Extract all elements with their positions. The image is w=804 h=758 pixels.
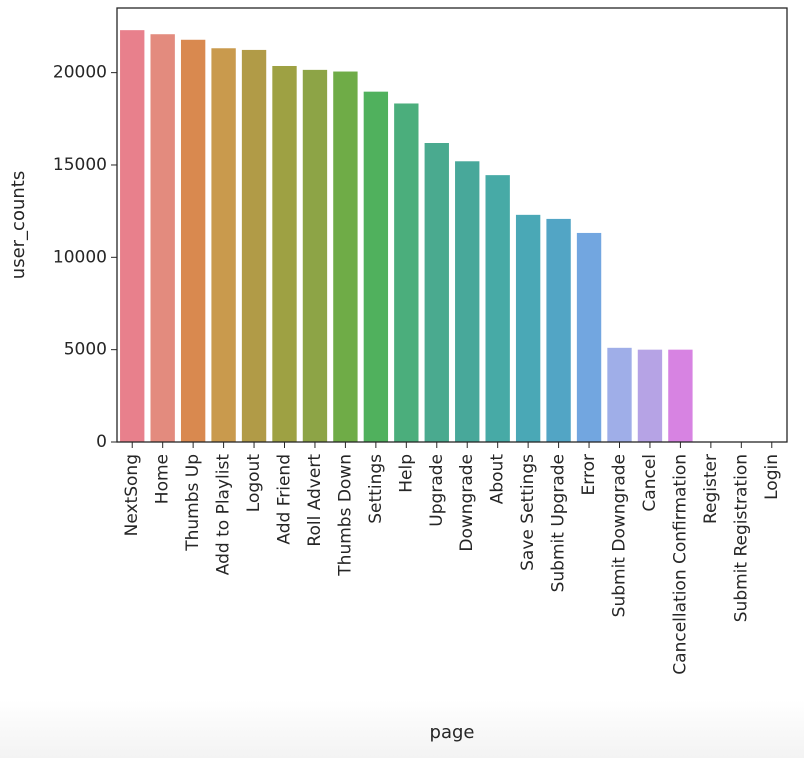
x-tick-label: Thumbs Down (335, 454, 355, 577)
x-tick-label: Submit Downgrade (610, 454, 630, 617)
bar-nextsong (120, 30, 145, 442)
y-tick-label: 15000 (53, 155, 107, 175)
bar-submit-downgrade (607, 347, 632, 442)
x-tick-label: Cancel (640, 454, 660, 512)
x-tick-label: Add Friend (275, 454, 295, 545)
bars-group (120, 30, 693, 443)
y-tick-label: 20000 (53, 63, 107, 83)
bar-settings (363, 91, 389, 442)
x-tick-label: NextSong (122, 454, 142, 536)
x-tick-label: Settings (366, 454, 386, 524)
x-tick-label: Help (396, 454, 416, 493)
y-axis-label: user_counts (8, 171, 29, 279)
x-tick-label: About (488, 454, 508, 505)
bar-cancel (637, 349, 663, 442)
y-tick-label: 10000 (53, 247, 107, 267)
bar-downgrade (455, 161, 480, 443)
plot-frame (116, 7, 788, 443)
x-tick-label: Logout (244, 454, 264, 513)
x-tick-label: Add to Playlist (214, 454, 234, 576)
x-tick-label: Register (701, 454, 721, 524)
bar-add-to-playlist (211, 48, 236, 442)
x-tick-label: Downgrade (457, 454, 477, 552)
bar-error (576, 232, 602, 442)
x-tick-label: Login (762, 454, 782, 500)
bar-thumbs-up (180, 39, 206, 442)
bar-submit-upgrade (546, 218, 571, 442)
bar-help (394, 103, 419, 442)
y-tick-label: 0 (96, 432, 107, 452)
bar-save-settings (515, 214, 541, 442)
bar-about (485, 175, 510, 442)
x-tick-label: Submit Registration (731, 454, 751, 622)
bar-thumbs-down (333, 71, 358, 442)
x-tick-label: Save Settings (518, 454, 538, 571)
x-tick-label: Home (153, 454, 173, 504)
x-tick-label: Upgrade (427, 454, 447, 527)
x-tick-label: Error (579, 454, 599, 495)
bar-logout (241, 49, 267, 443)
x-tick-label: Cancellation Confirmation (670, 454, 690, 675)
x-tick-label: Thumbs Up (183, 454, 203, 552)
bar-add-friend (272, 65, 297, 443)
bar-cancellation-confirmation (668, 349, 693, 442)
x-tick-label: Submit Upgrade (549, 454, 569, 592)
x-tick-label: Roll Advert (305, 454, 325, 547)
x-axis-label: page (430, 722, 475, 743)
y-tick-label: 5000 (64, 340, 107, 360)
y-ticks-group: 0 5000 10000 15000 20000 (53, 63, 117, 452)
bar-upgrade (424, 143, 449, 442)
x-ticks-group: NextSong Home Thumbs Up Add to Playlist Logo… (122, 442, 782, 675)
bar-home (150, 34, 175, 443)
bar-roll-advert (302, 69, 328, 442)
